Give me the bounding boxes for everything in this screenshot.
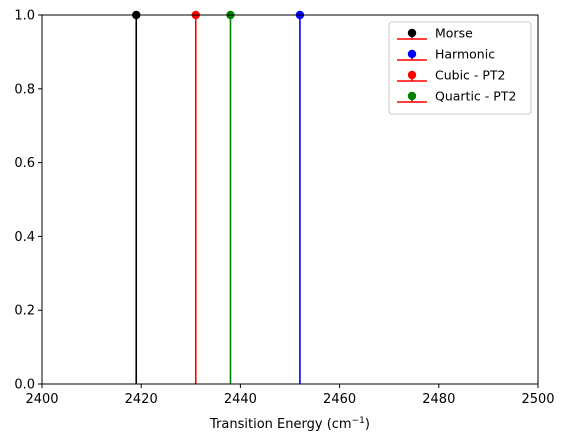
y-tick-label: 1.0 [14,9,35,24]
x-axis-label-main: Transition Energy (cm [209,417,352,432]
legend: Morse Harmonic Cubic - PT2 Quartic - PT2 [389,22,531,114]
y-tick-label: 0.8 [14,82,35,97]
y-axis: 0.0 0.2 0.4 0.6 0.8 1.0 [14,9,42,393]
y-tick-label: 0.6 [14,156,35,171]
legend-label: Quartic - PT2 [435,89,516,104]
legend-marker [408,71,416,79]
legend-label: Harmonic [435,47,495,62]
x-tick-label: 2420 [125,392,158,407]
legend-marker [408,92,416,100]
legend-marker [408,50,416,58]
x-axis-label-superscript: −1 [352,416,365,426]
x-axis-label: Transition Energy (cm−1) [209,416,370,432]
x-tick-label: 2480 [422,392,455,407]
y-tick-label: 0.4 [14,230,35,245]
x-axis: 2400 2420 2440 2460 2480 2500 [25,384,554,407]
x-tick-label: 2500 [521,392,554,407]
x-tick-label: 2460 [323,392,356,407]
stems-layer [132,11,304,384]
x-tick-label: 2400 [25,392,58,407]
y-tick-label: 0.0 [14,378,35,393]
y-tick-label: 0.2 [14,304,35,319]
legend-label: Morse [435,26,473,41]
legend-marker [408,29,416,37]
x-axis-label-close: ) [365,417,370,432]
x-tick-label: 2440 [224,392,257,407]
legend-label: Cubic - PT2 [435,68,506,83]
